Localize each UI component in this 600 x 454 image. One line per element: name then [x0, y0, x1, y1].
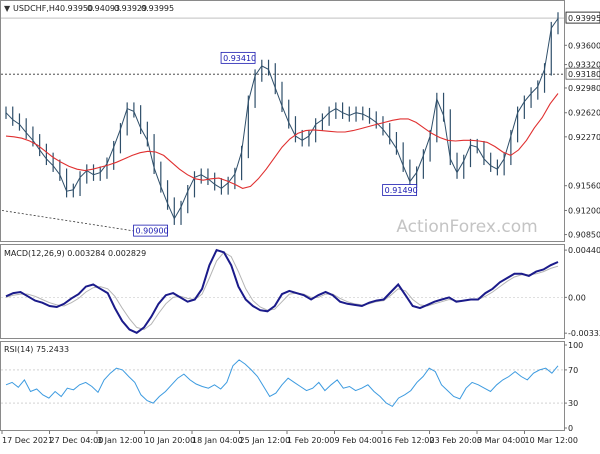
price-line [5, 18, 559, 220]
x-axis-label-3: 10 Jan 20:00 [145, 436, 196, 445]
macd-panel-frame [0, 244, 565, 339]
symbol-header: USDCHF,H4 [13, 4, 60, 13]
current-price-label: 0.93995 [568, 14, 600, 23]
x-axis-label-5: 25 Jan 12:00 [240, 436, 291, 445]
price-tick-label-4: 0.92270 [568, 133, 600, 142]
price-tick-label-5: 0.91560 [568, 182, 600, 191]
x-axis-label-0: 17 Dec 2021 [2, 436, 53, 445]
macd-series-layer [1, 248, 564, 334]
price-tick-label-1: 0.93320 [568, 61, 600, 70]
price-tick-label-6: 0.91200 [568, 206, 600, 215]
price-panel-frame [0, 0, 565, 242]
annotation-low-jan-box [133, 224, 168, 237]
x-axis-label-8: 16 Feb 12:00 [382, 436, 434, 445]
price-tick-label-3: 0.92620 [568, 109, 600, 118]
annotation-high: 0.93410 [223, 54, 256, 63]
macd-tick-label-1: 0.00 [568, 293, 586, 302]
rsi-series-layer [1, 359, 564, 408]
reference-price-label: 0.93180 [568, 70, 600, 79]
annotation-low-feb: 0.91490 [385, 186, 418, 195]
x-axis-label-6: 1 Feb 20:00 [287, 436, 334, 445]
header-arrow-icon[interactable]: ▼ [4, 4, 11, 13]
x-axis-label-9: 23 Feb 20:00 [430, 436, 482, 445]
macd-line [5, 248, 559, 334]
reference-price-label-box [565, 67, 600, 80]
macd-label: MACD(12,26,9) 0.003284 0.002829 [4, 249, 146, 258]
x-axis-label-7: 9 Feb 04:00 [335, 436, 382, 445]
x-axis-label-1: 27 Dec 04:00 [50, 436, 104, 445]
moving-average-line [5, 93, 559, 189]
price-series-layer: 0.93410 0.91490 0.90900 [1, 12, 564, 237]
rsi-label: RSI(14) 75.2433 [4, 345, 69, 354]
current-price-box [565, 11, 600, 24]
annotation-high-box [220, 51, 256, 64]
rsi-tick-label-2: 30 [568, 399, 578, 408]
price-tick-label-7: 0.90850 [568, 231, 600, 240]
rsi-panel-frame [0, 341, 565, 431]
macd-tick-label-2: -0.003338 [568, 329, 600, 338]
trend-line [1, 210, 136, 232]
annotation-low-feb-box [382, 184, 418, 196]
price-tick-label-0: 0.93600 [568, 41, 600, 50]
annotation-low-jan: 0.90900 [136, 227, 169, 236]
quote-open: 0.93950 [60, 4, 93, 13]
axis-layer: 0.93600 0.93320 0.92980 0.92620 0.92270 0.915… [1, 11, 600, 445]
x-axis-label-2: 3 Jan 12:00 [97, 436, 143, 445]
x-axis-label-4: 18 Jan 04:00 [192, 436, 243, 445]
quote-low: 0.93929 [114, 4, 147, 13]
x-axis-label-11: 10 Mar 12:00 [525, 436, 578, 445]
x-axis-label-10: 3 Mar 04:00 [477, 436, 525, 445]
watermark-text: ActionForex.com [396, 217, 537, 237]
price-tick-label-2: 0.92980 [568, 84, 600, 93]
macd-tick-label-0: 0.004403 [568, 246, 600, 255]
rsi-tick-label-1: 70 [568, 366, 578, 375]
rsi-line [5, 359, 559, 408]
rsi-tick-label-3: 0 [568, 424, 573, 433]
quote-close: 0.93995 [141, 4, 174, 13]
quote-high: 0.94093 [87, 4, 120, 13]
rsi-tick-label-0: 100 [568, 341, 583, 350]
